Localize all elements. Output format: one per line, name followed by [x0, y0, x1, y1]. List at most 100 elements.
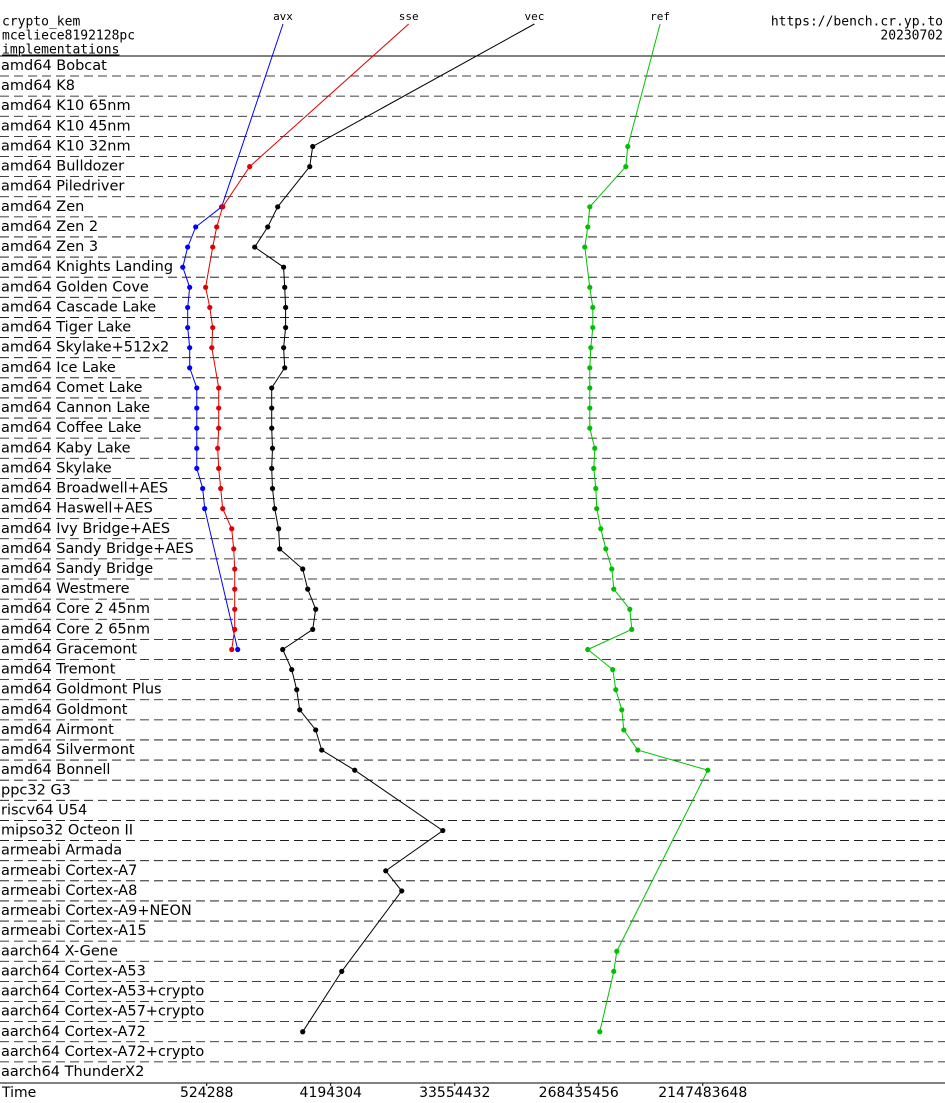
data-point	[590, 324, 596, 331]
row-label: amd64 Cascade Lake	[1, 299, 156, 315]
data-point	[593, 485, 599, 492]
data-point	[229, 526, 235, 532]
data-point	[216, 465, 222, 471]
data-point	[269, 405, 275, 411]
row-label: amd64 Zen	[1, 199, 84, 215]
data-point	[269, 445, 276, 451]
data-point	[185, 324, 191, 331]
data-point	[283, 324, 289, 331]
data-point	[194, 405, 200, 411]
row-label: amd64 Goldmont	[1, 702, 128, 718]
series-leader	[221, 23, 284, 207]
row-label: amd64 K10 65nm	[1, 98, 131, 114]
data-point	[587, 204, 593, 210]
row-label: amd64 Kaby Lake	[1, 440, 131, 456]
data-point	[305, 586, 311, 592]
series-label: ref	[650, 10, 670, 23]
data-point	[625, 143, 631, 150]
data-point	[185, 304, 191, 311]
row-label: amd64 Sandy Bridge+AES	[1, 541, 194, 557]
row-label: armeabi Cortex-A8	[1, 883, 137, 899]
x-tick-label: 524288	[180, 1085, 233, 1101]
chart-title: crypto_kem	[2, 15, 80, 30]
x-tick-label: 33554432	[419, 1085, 490, 1101]
data-point	[339, 968, 345, 975]
data-point	[203, 284, 209, 290]
row-label: amd64 Zen 2	[1, 219, 98, 235]
row-label: amd64 Ivy Bridge+AES	[1, 521, 170, 537]
series-label: vec	[524, 10, 544, 23]
row-label: amd64 Bonnell	[1, 762, 110, 778]
data-point	[281, 345, 287, 351]
date: 20230702	[880, 29, 943, 44]
row-label: aarch64 Cortex-A53	[1, 963, 146, 979]
data-point	[232, 606, 238, 612]
row-label: amd64 Cannon Lake	[1, 400, 150, 416]
data-point	[282, 365, 288, 371]
data-point	[319, 747, 325, 753]
series-line	[584, 146, 709, 1032]
row-label: aarch64 Cortex-A57+crypto	[1, 1004, 204, 1020]
row-label: amd64 Comet Lake	[1, 380, 142, 396]
row-label: armeabi Cortex-A7	[1, 863, 137, 879]
row-label: mipso32 Octeon II	[1, 823, 133, 839]
data-point	[294, 687, 300, 693]
row-label: armeabi Cortex-A9+NEON	[1, 903, 192, 919]
data-point	[216, 425, 222, 431]
data-point	[214, 224, 220, 230]
row-label: amd64 Haswell+AES	[1, 501, 153, 517]
data-point	[627, 606, 633, 612]
data-point	[247, 164, 253, 170]
data-point	[297, 707, 303, 713]
data-point	[220, 506, 226, 512]
data-point	[635, 747, 641, 753]
x-tick-label: 2147483648	[658, 1085, 747, 1101]
data-point	[613, 687, 619, 693]
data-point	[207, 304, 213, 311]
data-point	[289, 667, 295, 673]
data-point	[440, 827, 446, 834]
data-point	[232, 566, 238, 572]
data-point	[232, 586, 238, 592]
data-point	[614, 948, 620, 954]
row-label: amd64 Piledriver	[1, 179, 124, 195]
data-point	[269, 465, 275, 471]
row-label: amd64 Zen 3	[1, 239, 98, 255]
series-line	[205, 166, 251, 650]
data-point	[216, 385, 222, 391]
data-point	[187, 284, 193, 290]
row-label: amd64 Ice Lake	[1, 360, 116, 376]
x-tick-label: 268435456	[539, 1085, 619, 1101]
data-point	[352, 767, 358, 773]
series-label: sse	[399, 10, 419, 23]
data-point	[313, 606, 319, 612]
row-label: amd64 Core 2 65nm	[1, 621, 150, 637]
row-label: amd64 Goldmont Plus	[1, 682, 162, 698]
data-point	[587, 405, 593, 411]
data-point	[210, 324, 216, 331]
data-point	[629, 626, 635, 632]
data-point	[383, 868, 389, 874]
data-point	[310, 143, 316, 150]
data-point	[582, 244, 588, 250]
row-label: armeabi Armada	[1, 843, 122, 859]
row-label: amd64 Skylake	[1, 460, 112, 476]
x-tick-label: 4194304	[300, 1085, 362, 1101]
data-point	[215, 445, 221, 451]
data-point	[590, 304, 596, 311]
data-point	[281, 264, 287, 270]
row-label: amd64 Skylake+512x2	[1, 340, 169, 356]
data-point	[587, 365, 593, 371]
series-leader	[627, 23, 661, 147]
data-point	[193, 224, 199, 230]
data-point	[610, 667, 616, 673]
header-link[interactable]: implementations	[2, 43, 119, 58]
data-point	[209, 345, 215, 351]
data-point	[609, 566, 615, 572]
series-label: avx	[273, 10, 293, 23]
data-point	[269, 425, 275, 431]
data-point	[265, 224, 271, 230]
row-label: amd64 Coffee Lake	[1, 420, 142, 436]
row-label: amd64 K10 32nm	[1, 138, 131, 154]
data-point	[282, 284, 288, 290]
